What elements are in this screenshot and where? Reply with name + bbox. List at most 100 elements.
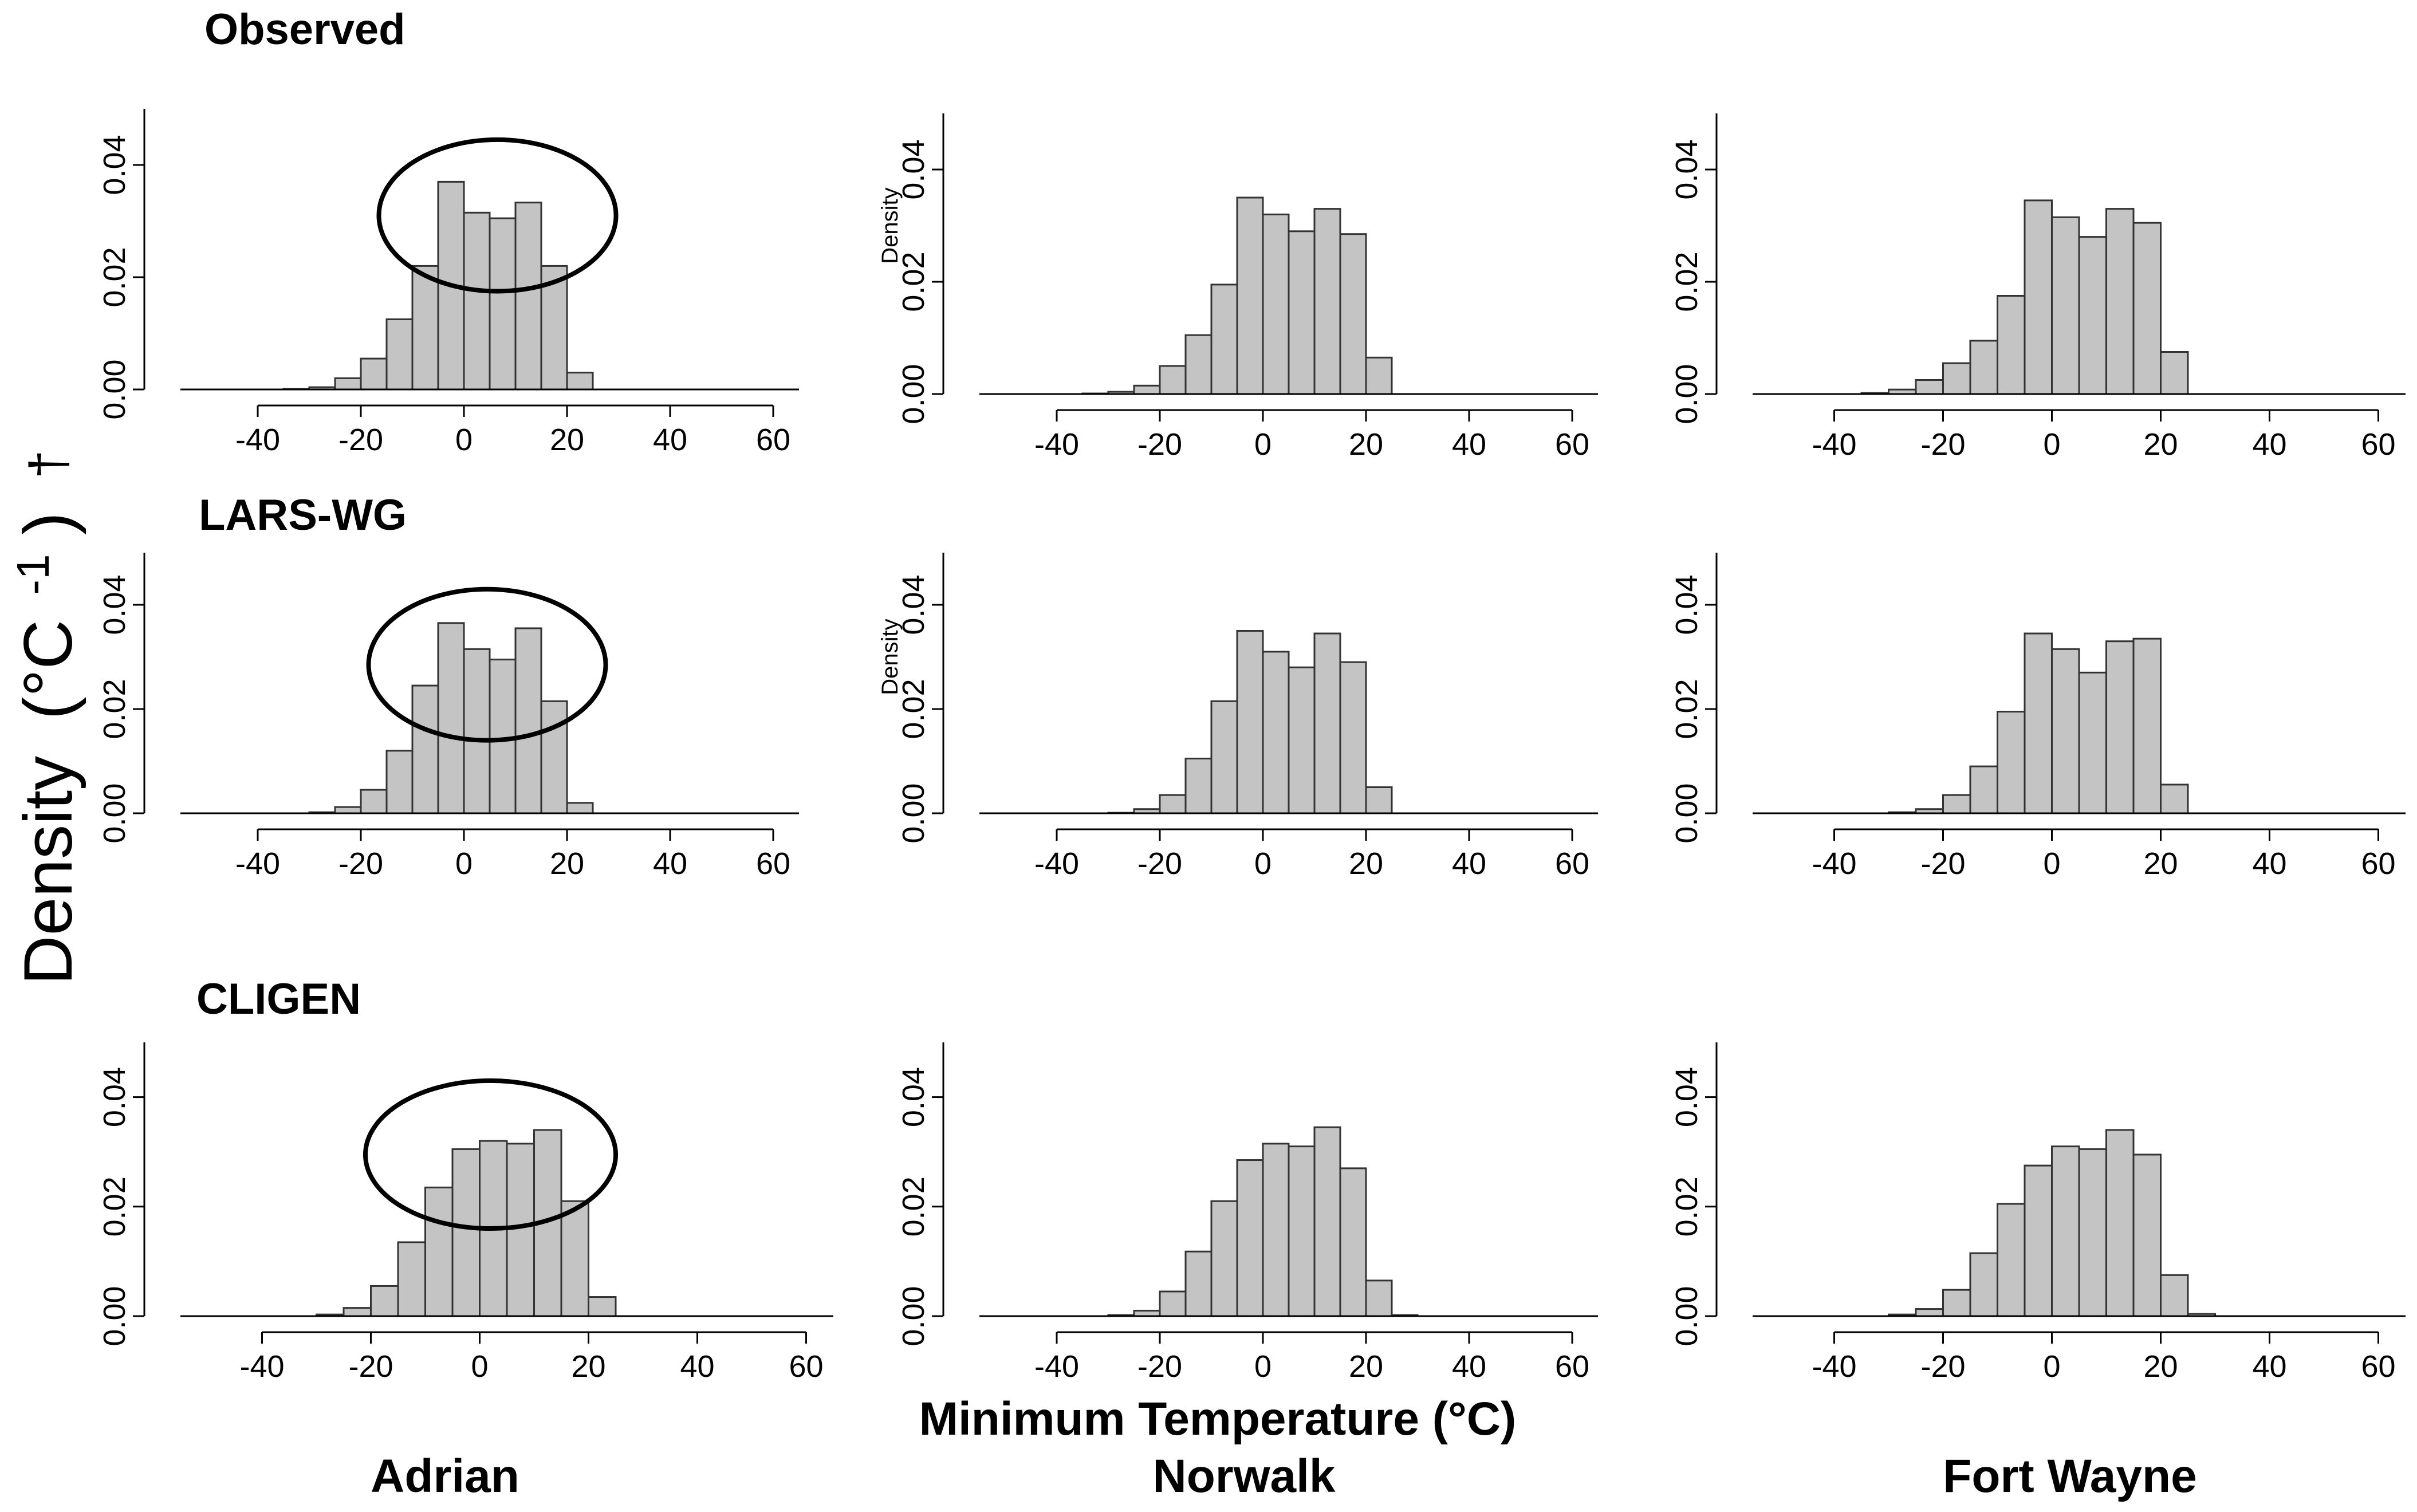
bar [424, 1186, 454, 1317]
bar [2078, 671, 2107, 814]
inner-density-label: Density [877, 187, 903, 263]
bar [343, 1307, 372, 1317]
y-axis-title: Density (°C -1 ) † [7, 450, 86, 985]
bar [397, 1241, 426, 1317]
x-tick-label: -20 [1920, 846, 1965, 881]
bar [566, 372, 594, 391]
y-tick-label: 0.00 [1670, 1286, 1704, 1346]
highlight-ellipse [376, 137, 619, 294]
y-tick-label: 0.00 [896, 1286, 931, 1346]
column-title-norwalk: Norwalk [1153, 1450, 1336, 1502]
panel-cligen-fortwayne: -40 -20 0 20 40 60 0.00 0.02 0.04 [1670, 1042, 2406, 1384]
bar [2160, 783, 2189, 814]
y-tick-label: 0.02 [97, 679, 132, 739]
x-tick-label: -20 [338, 423, 383, 457]
x-tick-label: 40 [680, 1349, 714, 1384]
y-axis-title-word: Density [10, 756, 86, 985]
bar [1997, 711, 2026, 814]
x-tick-label: 60 [756, 423, 790, 457]
x-tick-label: 20 [550, 423, 584, 457]
bar [360, 357, 388, 391]
bar [560, 1200, 589, 1317]
row-title-cligen: CLIGEN [196, 975, 361, 1023]
x-tick-label: 0 [1254, 427, 1272, 462]
x-tick-label: 60 [789, 1349, 823, 1384]
bar [489, 659, 517, 814]
bar [1313, 1126, 1341, 1317]
bar [1339, 1167, 1367, 1317]
y-tick-label: 0.02 [896, 251, 931, 312]
bar [1262, 651, 1290, 814]
y-tick-label: 0.00 [97, 783, 132, 843]
x-tick-label: -40 [239, 1349, 284, 1384]
bar [540, 700, 568, 814]
x-tick-label: -20 [338, 846, 383, 881]
bar [1133, 384, 1161, 395]
highlight-ellipse [363, 1078, 618, 1231]
y-tick-label: 0.04 [97, 135, 132, 195]
highlight-ellipse [366, 586, 608, 743]
x-tick-label: 40 [1452, 1349, 1486, 1384]
bar [1236, 196, 1264, 395]
x-tick-label: -20 [1920, 1349, 1965, 1384]
bar [1942, 1289, 1971, 1317]
bar [1942, 362, 1971, 395]
y-axis-title-unit: (°C [10, 620, 86, 720]
bar [2051, 1145, 2080, 1317]
bar [411, 265, 439, 391]
x-tick-label: -40 [1812, 427, 1856, 462]
x-tick-label: 0 [2043, 427, 2060, 462]
bar [1313, 632, 1341, 814]
x-tick-label: 20 [571, 1349, 605, 1384]
y-tick-label: 0.02 [1670, 1176, 1704, 1237]
y-axis-title-exponent: -1 [7, 554, 58, 594]
bar [2105, 640, 2135, 814]
bar [2024, 1164, 2053, 1317]
bar [1969, 765, 1998, 814]
y-tick-label: 0.04 [896, 1067, 931, 1127]
bar [1184, 334, 1213, 395]
y-tick-label: 0.00 [896, 783, 931, 843]
bar [1997, 1203, 2026, 1317]
bar [1288, 1145, 1316, 1317]
bar [1288, 230, 1316, 395]
x-tick-label: -20 [348, 1349, 393, 1384]
bar [588, 1296, 617, 1317]
x-tick-label: 60 [1555, 846, 1589, 881]
bar [489, 217, 517, 391]
bar [1339, 661, 1367, 814]
bar [1942, 794, 1971, 814]
bar [1365, 356, 1393, 395]
bar [1969, 340, 1998, 395]
bar [411, 684, 439, 814]
bar [1210, 1200, 1238, 1317]
x-tick-label: -40 [1034, 846, 1079, 881]
x-tick-label: 20 [1349, 846, 1383, 881]
x-tick-label: 60 [2361, 846, 2395, 881]
bar [1262, 213, 1290, 395]
bar [1159, 794, 1187, 814]
x-tick-label: 60 [2361, 1349, 2395, 1384]
bar [385, 318, 414, 391]
bar [463, 211, 491, 391]
bar [2132, 222, 2162, 395]
bar [2160, 1274, 2189, 1317]
y-tick-label: 0.04 [97, 574, 132, 635]
bar [2051, 648, 2080, 814]
bar [1210, 284, 1238, 395]
bar [2105, 1129, 2135, 1317]
x-tick-label: 0 [2043, 846, 2060, 881]
x-tick-label: 40 [2252, 427, 2286, 462]
y-tick-label: 0.00 [896, 364, 931, 424]
bar [437, 622, 465, 814]
x-tick-label: -40 [1812, 1349, 1856, 1384]
bar [566, 802, 594, 814]
y-tick-label: 0.04 [1670, 1067, 1704, 1127]
y-tick-label: 0.02 [97, 247, 132, 307]
x-tick-label: 60 [2361, 427, 2395, 462]
y-tick-label: 0.00 [1670, 783, 1704, 843]
bar [506, 1143, 535, 1317]
x-tick-label: 20 [2143, 1349, 2178, 1384]
